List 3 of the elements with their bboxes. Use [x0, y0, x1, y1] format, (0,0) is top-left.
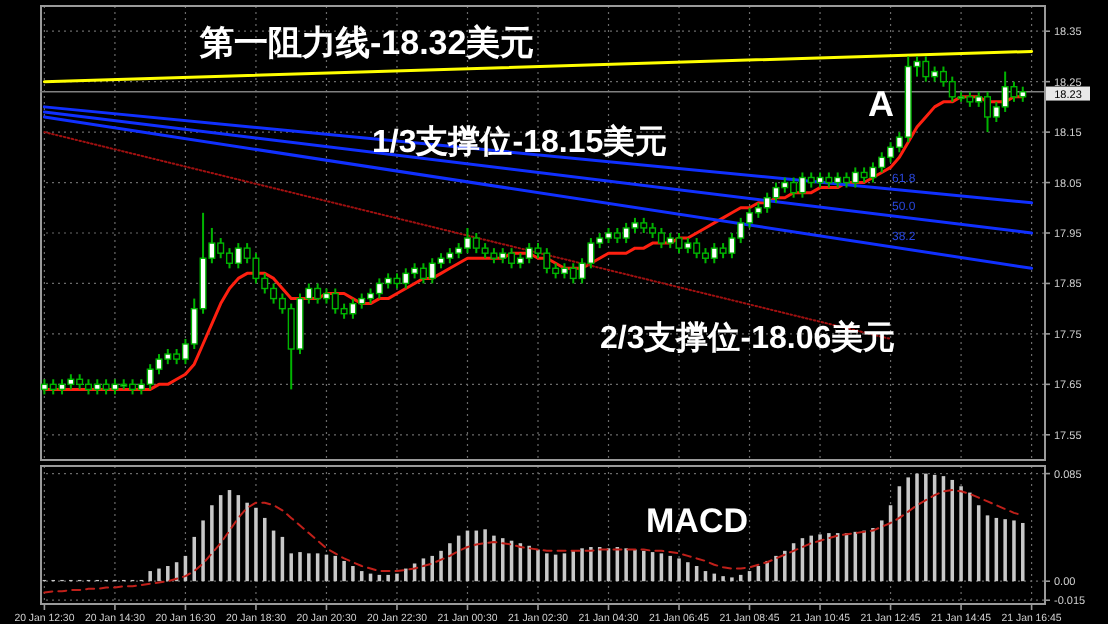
annotation: A — [868, 84, 894, 124]
annotation: 第一阻力线-18.32美元 — [198, 24, 535, 62]
annotation: MACD — [646, 502, 748, 540]
